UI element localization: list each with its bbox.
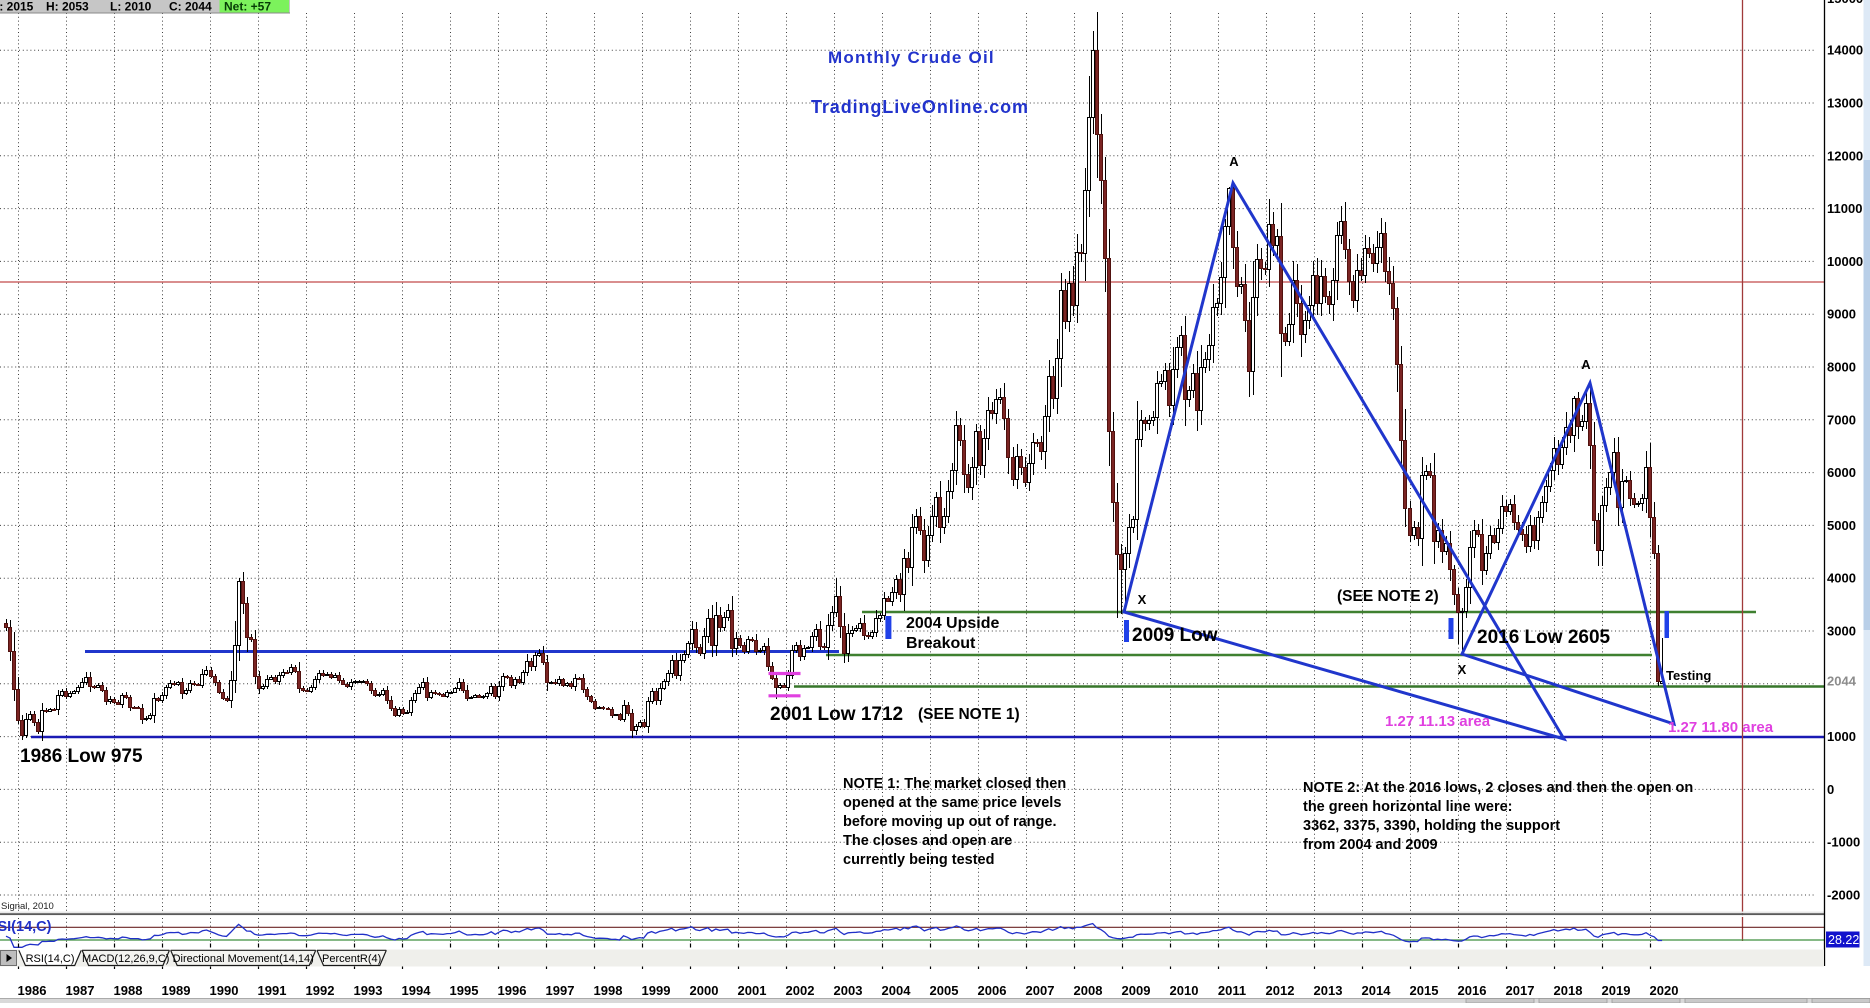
svg-text:14000: 14000	[1827, 43, 1863, 58]
svg-text:1994: 1994	[402, 983, 432, 998]
svg-text:2017: 2017	[1506, 983, 1535, 998]
svg-text:Testing: Testing	[1666, 668, 1711, 683]
svg-text:O: 2015: O: 2015	[0, 0, 34, 14]
svg-text:Net: +57: Net: +57	[224, 0, 271, 14]
svg-text:Signal, 2010: Signal, 2010	[1, 901, 54, 912]
svg-text:2011: 2011	[1218, 983, 1246, 998]
svg-text:2019: 2019	[1602, 983, 1631, 998]
svg-text:2003: 2003	[834, 983, 863, 998]
svg-text:2001 Low 1712: 2001 Low 1712	[770, 704, 903, 725]
svg-text:2016 Low 2605: 2016 Low 2605	[1477, 627, 1611, 648]
svg-text:1000: 1000	[1827, 729, 1856, 744]
svg-text:1987: 1987	[66, 983, 95, 998]
svg-text:1.27 11.13 area: 1.27 11.13 area	[1385, 713, 1491, 730]
svg-text:X: X	[1138, 592, 1147, 607]
svg-text:A: A	[1229, 154, 1239, 169]
svg-text:1991: 1991	[258, 983, 287, 998]
svg-text:1995: 1995	[450, 983, 479, 998]
svg-text:7000: 7000	[1827, 412, 1856, 427]
svg-text:RSI(14,C): RSI(14,C)	[26, 953, 75, 965]
svg-text:9000: 9000	[1827, 307, 1856, 322]
svg-text:PercentR(4): PercentR(4)	[322, 953, 381, 965]
svg-text:1993: 1993	[354, 983, 383, 998]
svg-text:3000: 3000	[1827, 624, 1856, 639]
svg-text:2008: 2008	[1074, 983, 1103, 998]
svg-text:15000: 15000	[1827, 0, 1863, 6]
svg-text:10000: 10000	[1827, 254, 1863, 269]
svg-text:Directional Movement(14,14): Directional Movement(14,14)	[173, 953, 314, 965]
svg-text:TradingLiveOnline.com: TradingLiveOnline.com	[811, 97, 1029, 117]
svg-text:1986 Low 975: 1986 Low 975	[20, 746, 143, 767]
svg-text:3362, 3375, 3390, holding the: 3362, 3375, 3390, holding the support	[1303, 818, 1560, 834]
svg-text:A: A	[1581, 357, 1591, 372]
svg-text:1997: 1997	[546, 983, 575, 998]
svg-text:1.27 11.80 area: 1.27 11.80 area	[1668, 719, 1774, 736]
svg-text:2005: 2005	[930, 983, 959, 998]
svg-text:2009: 2009	[1122, 983, 1151, 998]
svg-text:from 2004 and 2009: from 2004 and 2009	[1303, 837, 1438, 853]
svg-text:1999: 1999	[642, 983, 671, 998]
svg-text:2001: 2001	[738, 983, 767, 998]
svg-text:MACD(12,26,9,C): MACD(12,26,9,C)	[82, 953, 169, 965]
svg-text:2013: 2013	[1314, 983, 1343, 998]
svg-text:2004 Upside: 2004 Upside	[906, 615, 999, 632]
svg-text:2044: 2044	[1827, 674, 1857, 689]
svg-text:2014: 2014	[1362, 983, 1392, 998]
svg-text:2000: 2000	[690, 983, 719, 998]
svg-text:X: X	[1458, 662, 1467, 677]
svg-text:2015: 2015	[1410, 983, 1439, 998]
svg-text:2007: 2007	[1026, 983, 1055, 998]
svg-text:Breakout: Breakout	[906, 635, 976, 652]
svg-text:(SEE NOTE 1): (SEE NOTE 1)	[918, 706, 1020, 723]
svg-text:1992: 1992	[306, 983, 335, 998]
svg-text:NOTE 1: The market closed then: NOTE 1: The market closed then	[843, 776, 1066, 792]
svg-text:11000: 11000	[1827, 201, 1862, 216]
svg-text:Monthly Crude Oil: Monthly Crude Oil	[828, 48, 995, 67]
svg-text:L: 2010: L: 2010	[110, 0, 152, 14]
svg-text:28.22: 28.22	[1828, 933, 1859, 947]
svg-text:6000: 6000	[1827, 465, 1856, 480]
svg-text:2006: 2006	[978, 983, 1007, 998]
svg-text:1998: 1998	[594, 983, 623, 998]
svg-text:currently being tested: currently being tested	[843, 852, 994, 868]
svg-text:1996: 1996	[498, 983, 527, 998]
svg-text:The closes and open are: The closes and open are	[843, 833, 1012, 849]
svg-text:0: 0	[1827, 782, 1834, 797]
svg-text:2012: 2012	[1266, 983, 1295, 998]
svg-text:2020: 2020	[1650, 983, 1679, 998]
svg-text:H: 2053: H: 2053	[46, 0, 89, 14]
svg-text:2010: 2010	[1170, 983, 1199, 998]
svg-text:1988: 1988	[114, 983, 143, 998]
svg-text:2009 Low: 2009 Low	[1132, 625, 1218, 646]
svg-text:2018: 2018	[1554, 983, 1583, 998]
svg-text:-2000: -2000	[1827, 888, 1860, 903]
svg-text:4000: 4000	[1827, 571, 1856, 586]
svg-text:opened at the same price level: opened at the same price levels	[843, 795, 1061, 811]
svg-text:the green horizontal line were: the green horizontal line were:	[1303, 799, 1512, 815]
svg-text:(SEE NOTE 2): (SEE NOTE 2)	[1337, 588, 1439, 605]
svg-text:2002: 2002	[786, 983, 815, 998]
svg-text:2016: 2016	[1458, 983, 1487, 998]
svg-text:5000: 5000	[1827, 518, 1856, 533]
svg-text:1986: 1986	[18, 983, 47, 998]
svg-text:-1000: -1000	[1827, 835, 1860, 850]
svg-text:13000: 13000	[1827, 96, 1863, 111]
svg-text:1989: 1989	[162, 983, 191, 998]
svg-text:1990: 1990	[210, 983, 239, 998]
svg-text:before moving up out of range.: before moving up out of range.	[843, 814, 1056, 830]
svg-text:8000: 8000	[1827, 360, 1856, 375]
svg-text:RSI(14,C): RSI(14,C)	[0, 919, 52, 935]
svg-text:NOTE 2: At the 2016 lows, 2 cl: NOTE 2: At the 2016 lows, 2 closes and t…	[1303, 780, 1693, 796]
svg-text:2004: 2004	[882, 983, 912, 998]
svg-text:C: 2044: C: 2044	[169, 0, 212, 14]
svg-text:12000: 12000	[1827, 148, 1863, 163]
